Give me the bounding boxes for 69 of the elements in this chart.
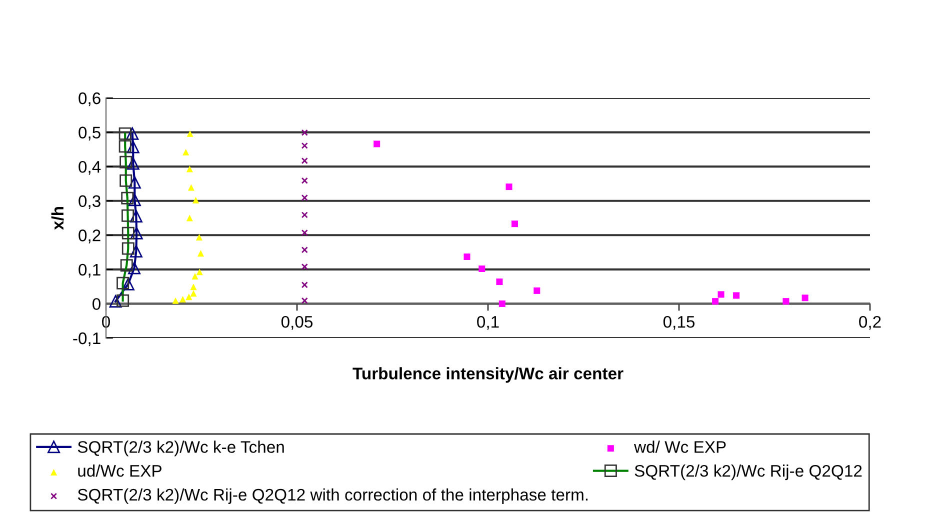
point — [301, 212, 308, 218]
point — [182, 148, 190, 156]
point — [122, 278, 134, 290]
point — [534, 287, 540, 294]
legend-label: SQRT(2/3 k2)/Wc Rij-e Q2Q12 — [634, 464, 862, 480]
legend-label: SQRT(2/3 k2)/Wc Rij-e Q2Q12 with correction of the interphase term. — [78, 488, 588, 504]
point — [130, 210, 142, 223]
y-tick-label: 0,5 — [78, 126, 100, 140]
point — [192, 196, 200, 204]
point — [126, 127, 139, 140]
point — [782, 298, 790, 305]
x-tick-label: 0,05 — [281, 316, 313, 330]
point — [192, 273, 198, 280]
point — [301, 142, 308, 149]
point — [712, 298, 719, 305]
point — [301, 177, 308, 184]
point — [126, 157, 140, 170]
point — [128, 194, 141, 206]
point — [733, 292, 740, 299]
point — [196, 234, 202, 240]
point — [718, 291, 724, 298]
point — [301, 157, 308, 164]
x-tick-label: 0,2 — [859, 316, 881, 330]
point — [802, 294, 808, 302]
point — [186, 294, 192, 300]
point — [464, 253, 470, 260]
point — [186, 130, 194, 137]
point — [128, 176, 141, 189]
point — [186, 166, 193, 172]
point — [301, 263, 308, 270]
point — [506, 184, 512, 190]
point — [301, 229, 308, 236]
point — [126, 140, 140, 154]
y-tick-label: 0,6 — [78, 92, 100, 106]
x-axis-title: Turbulence intensity/Wc air center — [352, 367, 624, 383]
point — [190, 284, 197, 290]
point — [301, 194, 308, 202]
point — [130, 245, 142, 258]
point — [498, 300, 506, 307]
point — [478, 265, 486, 272]
y-tick-label: 0,2 — [78, 230, 100, 244]
point — [188, 184, 194, 191]
y-tick-label: 0,1 — [78, 264, 100, 278]
point — [172, 297, 179, 304]
x-tick-label: 0,1 — [477, 316, 499, 330]
point — [186, 214, 193, 222]
point — [301, 246, 308, 254]
legend-label: SQRT(2/3 k2)/Wc k-e Tchen — [78, 440, 284, 456]
x-tick-label: 0,15 — [663, 316, 695, 330]
point — [180, 296, 186, 303]
y-axis-title: x/h — [51, 206, 64, 230]
legend-label: ud/Wc EXP — [78, 464, 162, 477]
point — [128, 262, 141, 274]
y-tick-label: 0,3 — [78, 195, 100, 210]
point — [374, 140, 380, 148]
point — [301, 297, 308, 304]
y-tick-label: 0 — [92, 298, 100, 310]
y-tick-label: -0,1 — [73, 332, 100, 346]
point — [190, 290, 197, 297]
point — [109, 295, 122, 308]
y-tick-label: 0,4 — [78, 160, 101, 175]
point — [496, 278, 503, 286]
point — [301, 282, 308, 288]
point — [301, 129, 308, 136]
legend-label: wd/ Wc EXP — [634, 440, 726, 453]
point — [511, 220, 518, 228]
point — [196, 268, 203, 276]
point — [197, 250, 204, 257]
point — [130, 226, 143, 240]
